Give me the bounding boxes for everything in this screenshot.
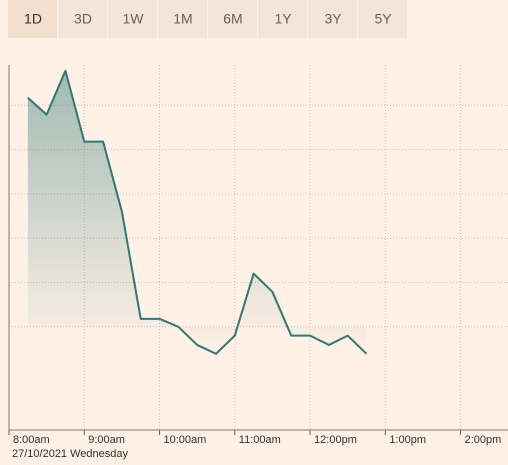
x-tick-label: 12:00pm [314,434,357,446]
tab-button[interactable] [108,0,157,38]
tab-label[interactable]: 1Y [274,11,292,27]
tab-label[interactable]: 5Y [374,11,392,27]
line [27,69,368,355]
x-tick-label: 2:00pm [465,434,502,446]
tab-label[interactable]: 3D [74,11,92,27]
tab-button[interactable] [58,0,107,38]
tab-label[interactable]: 1M [173,11,192,27]
x-tick-label: 9:00am [88,434,125,446]
x-tick-label: 10:00am [164,434,207,446]
tab-label[interactable]: 1D [24,11,42,27]
tab-button[interactable] [8,0,57,38]
area [27,70,367,354]
x-tick-label: 8:00am [13,434,50,446]
tab-button[interactable] [308,0,357,38]
x-tick-label: 1:00pm [389,434,426,446]
tab-button[interactable] [208,0,257,38]
tab-label[interactable]: 6M [223,11,242,27]
tab-label[interactable]: 3Y [324,11,342,27]
tab-button[interactable] [358,0,407,38]
x-tick-label: 11:00am [239,434,281,446]
tab-button[interactable] [158,0,207,38]
chart-subtitle: 27/10/2021 Wednesday [12,448,128,460]
tab-label[interactable]: 1W [123,11,145,27]
tab-button[interactable] [258,0,307,38]
